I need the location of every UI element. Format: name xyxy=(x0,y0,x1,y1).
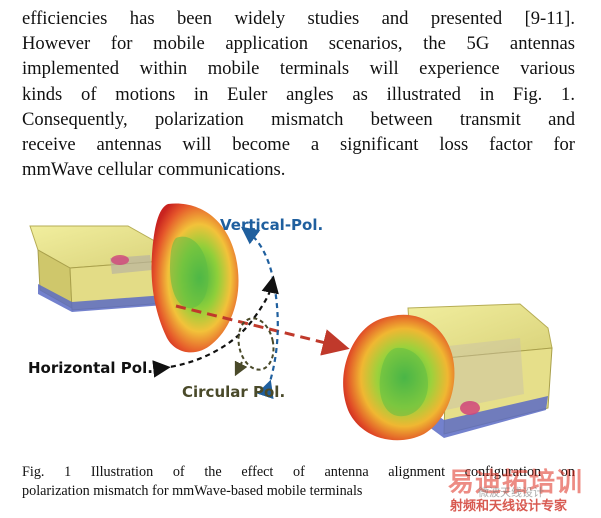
caption-line: Fig. 1 Illustration of the effect of ant… xyxy=(22,464,575,480)
paragraph-line: However for mobile application scenarios… xyxy=(22,33,575,55)
horizontal-pol-label: Horizontal Pol. xyxy=(28,359,153,377)
horizontal-pol-arrow xyxy=(152,275,279,378)
right-radiation-pattern xyxy=(343,314,455,441)
figure-caption: Fig. 1 Illustration of the effect of ant… xyxy=(22,463,575,501)
vertical-pol-arrow xyxy=(240,226,279,400)
body-paragraph: efficiencies has been widely studies and… xyxy=(22,6,575,182)
watermark-subtitle: 射频和天线设计专家 xyxy=(450,499,568,514)
figure-illustration: Vertical-Pol. Horizontal Pol. Circular P… xyxy=(28,203,553,441)
paragraph-line: receive antennas will become a significa… xyxy=(22,134,575,156)
circular-pol-ellipse xyxy=(237,317,275,371)
left-device xyxy=(29,225,179,312)
paragraph-line: implemented within mobile terminals will… xyxy=(22,58,575,80)
paragraph-line: mmWave cellular communications. xyxy=(22,159,286,181)
vertical-pol-label: Vertical-Pol. xyxy=(220,216,323,234)
caption-line: polarization mismatch for mmWave-based m… xyxy=(22,483,363,499)
paragraph-line: kinds of motions in Euler angles as illu… xyxy=(22,83,575,105)
circular-pol-arrowhead xyxy=(234,360,248,377)
paragraph-line: Consequently, polarization mismatch betw… xyxy=(22,108,575,130)
circular-pol-label: Circular Pol. xyxy=(182,383,285,401)
watermark-middle-text: 微波天线设计 xyxy=(478,486,544,499)
watermark-logo: 易迪拓培训 xyxy=(448,468,584,498)
paragraph-line: efficiencies has been widely studies and… xyxy=(22,8,575,29)
